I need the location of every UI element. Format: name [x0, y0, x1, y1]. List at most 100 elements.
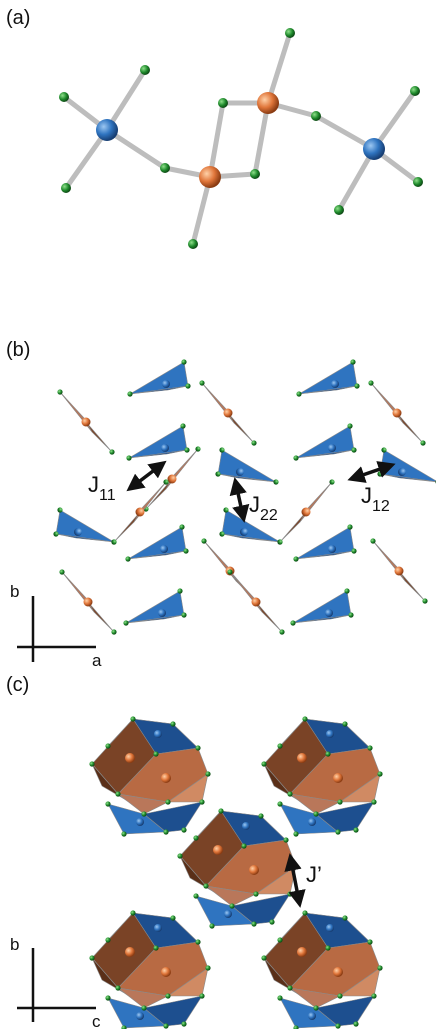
ligand-atom — [261, 761, 267, 767]
blue-polyhedron-face — [298, 361, 358, 395]
ligand-atom — [302, 910, 308, 916]
orange-atom — [394, 566, 404, 576]
panel-b-axis-a-label: a — [92, 651, 102, 670]
ligand-atom — [153, 945, 159, 951]
blue-polyhedron-face — [127, 526, 187, 560]
ligand-atom — [290, 620, 296, 626]
ligand-atom — [269, 919, 275, 925]
ligand-atom — [344, 588, 350, 594]
blue-atom — [158, 609, 166, 617]
blue-polyhedron-shade — [292, 614, 352, 624]
ligand-atom — [170, 915, 176, 921]
blue-polyhedron-face — [128, 425, 188, 459]
brown-polyhedron — [59, 569, 117, 635]
cluster-bottom-left — [89, 910, 211, 1029]
j12-label: J12 — [361, 483, 390, 515]
blue-atom — [308, 818, 316, 826]
orange-octahedron-right — [339, 967, 381, 997]
ligand-atom — [353, 1021, 359, 1027]
ligand-atom — [193, 893, 199, 899]
ligand-atom — [287, 891, 293, 897]
ligand-atom — [179, 524, 185, 530]
orange-atom — [249, 865, 259, 875]
blue-polyhedron-face — [129, 361, 189, 395]
panel-a-blue-atom-right — [363, 138, 385, 160]
orange-atom — [297, 753, 307, 763]
orange-atom — [213, 845, 223, 855]
ligand-atom — [111, 539, 117, 545]
blue-polyhedron-face — [217, 449, 277, 483]
ligand-atom — [368, 380, 374, 386]
cluster-bottom-right — [261, 910, 383, 1029]
ligand-atom — [209, 923, 215, 929]
orange-atom — [161, 967, 171, 977]
blue-polyhedron-face — [295, 425, 355, 459]
ligand-atom — [353, 827, 359, 833]
j22-arrow — [229, 477, 250, 523]
ligand-atom — [219, 531, 225, 537]
ligand-atom — [337, 799, 343, 805]
blue-polyhedron-shade — [129, 385, 189, 395]
ligand-atom — [367, 745, 373, 751]
ligand-atom — [337, 993, 343, 999]
cluster-center — [177, 808, 299, 929]
blue-polyhedron — [290, 588, 354, 626]
ligand-atom — [111, 629, 117, 635]
ligand-atom — [277, 539, 283, 545]
ligand-atom — [342, 721, 348, 727]
ligand-atom — [181, 612, 187, 618]
ligand-atom — [348, 612, 354, 618]
blue-atom — [326, 730, 334, 738]
blue-polyhedron — [126, 423, 190, 461]
ligand-atom — [377, 471, 383, 477]
panel-c-axis-b-label: b — [10, 935, 19, 954]
ligand-atom — [302, 716, 308, 722]
panel-a-ligands — [59, 28, 423, 249]
panel-a-label: (a) — [6, 7, 30, 29]
jprime-arrow — [284, 853, 306, 908]
orange-atom — [297, 947, 307, 957]
ligand-atom — [370, 538, 376, 544]
ligand-atom — [296, 391, 302, 397]
ligand-atom — [105, 937, 111, 943]
cluster-top-left — [89, 716, 211, 837]
orange-atom — [81, 417, 91, 427]
panel-a-molecule — [59, 28, 423, 249]
ligand-atom — [279, 629, 285, 635]
ligand-atom — [347, 423, 353, 429]
ligand-atom — [185, 383, 191, 389]
ligand-atom — [381, 447, 387, 453]
blue-polyhedron-shade — [55, 533, 115, 543]
blue-polyhedron-face — [55, 509, 115, 543]
blue-polyhedron-shade — [295, 550, 355, 560]
ligand-atom — [367, 939, 373, 945]
brown-polyhedron — [370, 538, 428, 604]
ligand-atom — [325, 945, 331, 951]
ligand-atom — [293, 831, 299, 837]
orange-atom — [333, 773, 343, 783]
ligand-atom — [180, 423, 186, 429]
ligand-atom — [377, 771, 383, 777]
orange-atom — [125, 753, 135, 763]
ligand-atom — [350, 359, 356, 365]
ligand-atom — [130, 910, 136, 916]
blue-polyhedron — [53, 507, 117, 545]
ligand-atom — [422, 598, 428, 604]
ligand-atom — [105, 995, 111, 1001]
orange-atom — [223, 408, 233, 418]
blue-atom — [398, 468, 406, 476]
ligand-atom — [163, 1023, 169, 1029]
ligand-atom — [420, 440, 426, 446]
ligand-atom — [177, 588, 183, 594]
blue-atom — [240, 528, 248, 536]
ligand-atom — [342, 915, 348, 921]
brown-polyhedron — [277, 479, 335, 545]
ligand-atom — [201, 538, 207, 544]
ligand-atom — [165, 993, 171, 999]
blue-atom — [162, 380, 170, 388]
ligand-atom — [277, 937, 283, 943]
ligand-atom — [130, 716, 136, 722]
orange-octahedron-right — [167, 967, 209, 997]
ligand-atom — [115, 985, 121, 991]
ligand-atom — [89, 761, 95, 767]
